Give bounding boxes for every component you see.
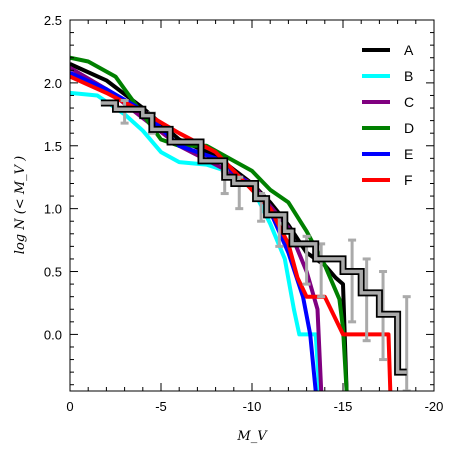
legend-label: C <box>404 94 414 110</box>
histogram-fill <box>100 101 407 374</box>
plot-layer <box>70 55 411 391</box>
y-tick-label: 1.0 <box>44 202 62 217</box>
legend-label: D <box>404 120 414 136</box>
legend-item-a: A <box>362 42 414 58</box>
x-tick-label: -15 <box>334 399 353 414</box>
legend-label: A <box>404 42 414 58</box>
x-axis-label: M_V <box>236 429 268 444</box>
legend-item-c: C <box>362 94 414 110</box>
error-bar <box>362 257 371 343</box>
legend-item-b: B <box>362 68 413 84</box>
legend-label: E <box>404 146 413 162</box>
histogram-outline <box>100 99 407 376</box>
x-tick-label: -5 <box>155 399 167 414</box>
legend-label: B <box>404 68 413 84</box>
x-tick-label: 0 <box>66 399 73 414</box>
legend-item-e: E <box>362 146 413 162</box>
y-axis-label: log N (< M_V ) <box>13 156 28 254</box>
legend-label: F <box>404 172 413 188</box>
x-tick-label: -10 <box>243 399 262 414</box>
y-tick-label: 0.5 <box>44 265 62 280</box>
y-tick-label: 2.5 <box>44 13 62 28</box>
error-bar <box>402 295 411 391</box>
axis-layer: 0 -5 -10 -15 -20 0.0 0.5 1.0 1.5 2.0 2.5 <box>44 13 443 414</box>
legend-item-f: F <box>362 172 413 188</box>
y-tick-label: 2.0 <box>44 76 62 91</box>
y-tick-label: 1.5 <box>44 139 62 154</box>
x-tick-label: -20 <box>425 399 444 414</box>
legend-item-d: D <box>362 120 414 136</box>
error-bar <box>348 238 357 324</box>
series-line-d <box>70 55 349 391</box>
y-tick-label: 0.0 <box>44 327 62 342</box>
